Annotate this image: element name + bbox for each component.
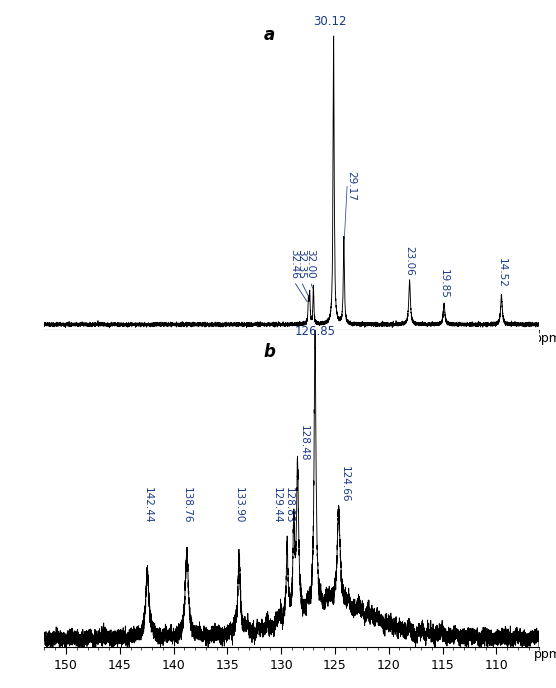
Text: 32.35: 32.35 — [296, 249, 306, 279]
Text: 124.66: 124.66 — [340, 466, 350, 503]
Text: 128.83: 128.83 — [284, 487, 294, 524]
Text: ppm: ppm — [534, 648, 556, 661]
Text: 32.00: 32.00 — [305, 249, 315, 279]
Text: 14.52: 14.52 — [497, 258, 507, 288]
Text: 128.48: 128.48 — [299, 425, 309, 462]
Text: 129.44: 129.44 — [272, 487, 282, 524]
Text: 126.85: 126.85 — [295, 325, 335, 338]
Text: 23.06: 23.06 — [405, 246, 415, 276]
Text: 32.46: 32.46 — [289, 249, 299, 279]
Text: 30.12: 30.12 — [314, 15, 347, 28]
Text: 138.76: 138.76 — [182, 487, 192, 524]
Text: 133.90: 133.90 — [234, 487, 244, 524]
Text: ppm: ppm — [534, 332, 556, 345]
Text: 29.17: 29.17 — [346, 171, 356, 202]
Text: 142.44: 142.44 — [142, 487, 152, 524]
Text: a: a — [264, 26, 275, 45]
Text: 19.85: 19.85 — [439, 269, 449, 299]
Text: b: b — [264, 343, 276, 361]
